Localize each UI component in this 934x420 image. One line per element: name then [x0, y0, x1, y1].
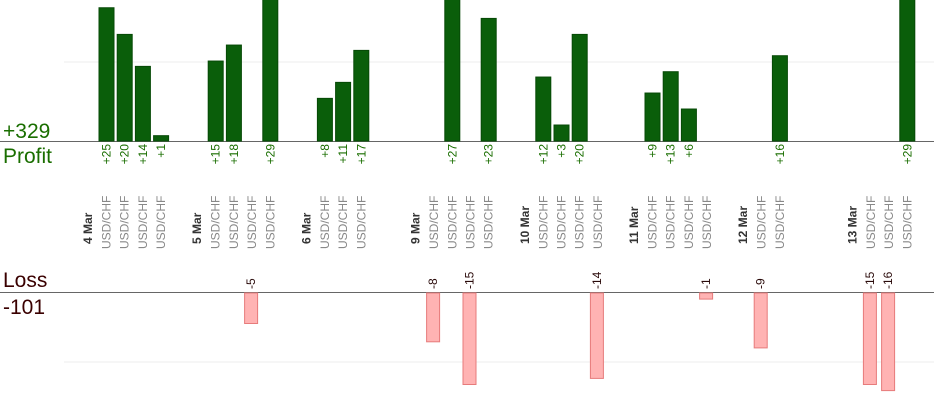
date-label: 9 Mar — [409, 212, 423, 244]
profit-bar — [153, 135, 170, 142]
pair-label: USD/CHF — [100, 196, 114, 249]
profit-bar — [262, 0, 279, 142]
loss-bar — [753, 292, 768, 349]
profit-value-label: +1 — [154, 144, 168, 158]
pair-label: USD/CHF — [900, 196, 914, 249]
profit-bar — [535, 76, 552, 142]
profit-bar — [134, 65, 151, 142]
profit-value-label: +20 — [573, 144, 587, 165]
profit-value-label: +23 — [482, 144, 496, 165]
pair-label: USD/CHF — [136, 196, 150, 249]
pair-label: USD/CHF — [864, 196, 878, 249]
profit-value-label: +15 — [209, 144, 223, 165]
loss-value-label: -14 — [590, 271, 604, 289]
profit-bar — [771, 55, 788, 142]
profit-bar — [335, 81, 352, 142]
pair-label: USD/CHF — [318, 196, 332, 249]
profit-value-label: +20 — [118, 144, 132, 165]
date-label: 6 Mar — [299, 212, 313, 244]
pair-label: USD/CHF — [573, 196, 587, 249]
profit-bar — [662, 71, 679, 142]
profit-value-label: +6 — [682, 144, 696, 158]
pair-label: USD/CHF — [591, 196, 605, 249]
profit-value-label: +13 — [664, 144, 678, 165]
pair-label: USD/CHF — [882, 196, 896, 249]
profit-bar — [444, 0, 461, 142]
pair-label: USD/CHF — [646, 196, 660, 249]
profit-label: Profit — [3, 145, 53, 168]
date-label: 4 Mar — [81, 212, 95, 244]
pair-label: USD/CHF — [227, 196, 241, 249]
profit-value-label: +27 — [445, 144, 459, 165]
date-label: 5 Mar — [190, 212, 204, 244]
pair-label: USD/CHF — [464, 196, 478, 249]
pair-label: USD/CHF — [336, 196, 350, 249]
profit-bar — [116, 33, 133, 142]
pair-label: USD/CHF — [536, 196, 550, 249]
pair-label: USD/CHF — [700, 196, 714, 249]
profit-value-label: +14 — [136, 144, 150, 165]
loss-value-label: -16 — [881, 271, 895, 289]
profit-bar — [480, 17, 497, 142]
loss-bar — [881, 292, 896, 392]
loss-value-label: -15 — [463, 271, 477, 289]
profit-bar — [899, 0, 916, 142]
pair-label: USD/CHF — [482, 196, 496, 249]
pair-label: USD/CHF — [118, 196, 132, 249]
profit-bar — [553, 124, 570, 142]
profit-value-label: +29 — [263, 144, 277, 165]
profit-bar — [680, 108, 697, 142]
loss-value-label: -9 — [754, 278, 768, 289]
pair-label: USD/CHF — [445, 196, 459, 249]
profit-value-label: +16 — [773, 144, 787, 165]
profit-total: +329 — [3, 120, 51, 143]
loss-value-label: -15 — [863, 271, 877, 289]
profit-bar — [644, 92, 661, 142]
profit-bar — [316, 97, 333, 142]
profit-bar — [98, 7, 115, 142]
pair-label: USD/CHF — [755, 196, 769, 249]
loss-value-label: -5 — [244, 278, 258, 289]
profit-value-label: +18 — [227, 144, 241, 165]
pair-label: USD/CHF — [263, 196, 277, 249]
pair-label: USD/CHF — [354, 196, 368, 249]
profit-value-label: +8 — [318, 144, 332, 158]
loss-value-label: -1 — [699, 278, 713, 289]
pair-label: USD/CHF — [245, 196, 259, 249]
loss-bar — [426, 292, 441, 343]
profit-value-label: +9 — [646, 144, 660, 158]
date-label: 13 Mar — [845, 206, 859, 244]
loss-label: Loss — [3, 269, 48, 292]
profit-value-label: +12 — [536, 144, 550, 165]
profit-value-label: +11 — [336, 144, 350, 164]
loss-bar — [462, 292, 477, 385]
loss-bar — [589, 292, 604, 379]
loss-bar — [862, 292, 877, 385]
profit-bar — [571, 33, 588, 142]
loss-bar — [699, 292, 714, 300]
profit-value-label: +17 — [354, 144, 368, 165]
loss-value-label: -8 — [426, 278, 440, 289]
profit-bar — [225, 44, 242, 142]
profit-value-label: +29 — [900, 144, 914, 165]
pair-label: USD/CHF — [427, 196, 441, 249]
profit-bar — [353, 49, 370, 142]
pair-label: USD/CHF — [555, 196, 569, 249]
pair-label: USD/CHF — [682, 196, 696, 249]
profit-bar — [207, 60, 224, 142]
pair-label: USD/CHF — [664, 196, 678, 249]
pair-label: USD/CHF — [773, 196, 787, 249]
date-label: 11 Mar — [627, 206, 641, 244]
pair-label: USD/CHF — [154, 196, 168, 249]
pair-label: USD/CHF — [209, 196, 223, 249]
loss-bar — [244, 292, 259, 324]
loss-total: -101 — [3, 296, 46, 319]
date-label: 12 Mar — [736, 206, 750, 244]
profit-value-label: +3 — [555, 144, 569, 158]
profit-value-label: +25 — [100, 144, 114, 165]
date-label: 10 Mar — [518, 206, 532, 244]
